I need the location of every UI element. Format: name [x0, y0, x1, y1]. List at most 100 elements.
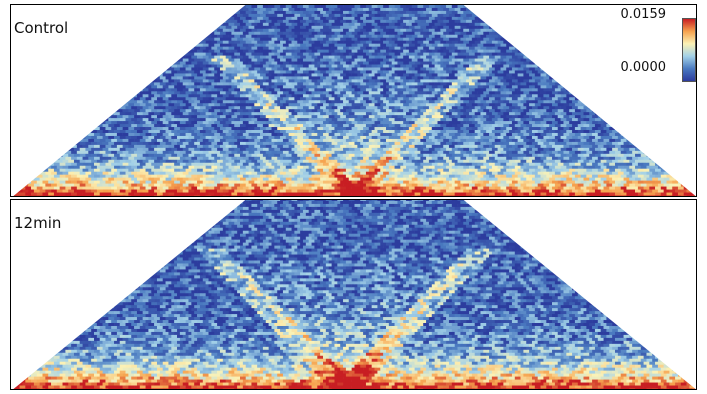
- heatmap-cell: [202, 43, 209, 47]
- heatmap-cell: [543, 195, 550, 196]
- heatmap-cell: [491, 75, 498, 80]
- heatmap-cell: [191, 108, 198, 113]
- heatmap-cell: [171, 141, 178, 145]
- heatmap-cell: [457, 129, 464, 133]
- heatmap-cell: [234, 75, 241, 80]
- heatmap-cell: [96, 153, 103, 157]
- heatmap-cell: [56, 159, 63, 163]
- heatmap-cell: [454, 192, 461, 196]
- heatmap-cell: [56, 171, 63, 175]
- heatmap-cell: [494, 126, 501, 130]
- heatmap-cell: [454, 150, 461, 154]
- heatmap-cell: [491, 52, 498, 56]
- heatmap-cell: [363, 156, 370, 160]
- heatmap-cell: [403, 61, 410, 65]
- heatmap-cell: [262, 135, 269, 139]
- heatmap-cell: [222, 171, 229, 175]
- heatmap-cell: [214, 37, 221, 41]
- heatmap-cell: [345, 67, 352, 71]
- heatmap-cell: [311, 96, 318, 101]
- heatmap-cell: [617, 135, 624, 139]
- heatmap-cell: [494, 174, 501, 178]
- heatmap-cell: [426, 90, 433, 95]
- heatmap-cell: [280, 99, 287, 104]
- heatmap-cell: [497, 75, 504, 80]
- heatmap-cell: [79, 171, 86, 175]
- heatmap-cell: [423, 165, 430, 169]
- heatmap-cell: [383, 117, 390, 122]
- heatmap-cell: [394, 52, 401, 56]
- heatmap-cell: [563, 162, 570, 166]
- heatmap-cell: [363, 192, 370, 196]
- heatmap-cell: [471, 72, 478, 77]
- heatmap-cell: [154, 153, 161, 157]
- heatmap-cell: [546, 150, 553, 154]
- heatmap-cell: [417, 105, 424, 110]
- heatmap-cell: [325, 147, 332, 151]
- heatmap-cell: [431, 61, 438, 65]
- heatmap-cell: [134, 126, 141, 130]
- heatmap-cell: [305, 90, 312, 95]
- heatmap-cell: [254, 156, 261, 160]
- heatmap-cell: [431, 168, 438, 172]
- heatmap-cell: [523, 61, 530, 65]
- heatmap-cell: [474, 141, 481, 145]
- heatmap-cell: [514, 183, 521, 187]
- heatmap-cell: [343, 111, 350, 116]
- heatmap-cell: [285, 189, 292, 193]
- heatmap-cell: [491, 69, 498, 74]
- heatmap-cell: [474, 147, 481, 151]
- heatmap-cell: [156, 102, 164, 107]
- heatmap-cell: [197, 43, 204, 47]
- heatmap-cell: [48, 192, 55, 196]
- heatmap-cell: [655, 168, 662, 172]
- heatmap-cell: [268, 93, 275, 98]
- heatmap-cell: [308, 153, 315, 157]
- heatmap-cell: [377, 111, 384, 116]
- heatmap-cell: [274, 117, 281, 122]
- heatmap-cell: [111, 174, 118, 178]
- heatmap-cell: [637, 174, 644, 178]
- heatmap-cell: [500, 55, 507, 59]
- heatmap-cell: [174, 102, 181, 107]
- heatmap-cell: [457, 189, 464, 193]
- heatmap-cell: [554, 123, 561, 128]
- heatmap-cell: [231, 180, 238, 184]
- heatmap-cell: [635, 183, 642, 187]
- heatmap-cell: [626, 186, 633, 190]
- heatmap-cell: [586, 138, 593, 142]
- heatmap-cell: [285, 129, 292, 133]
- heatmap-cell: [217, 64, 224, 68]
- heatmap-cell: [614, 168, 622, 172]
- heatmap-cell: [182, 75, 189, 80]
- heatmap-cell: [257, 40, 264, 44]
- heatmap-cell: [388, 46, 395, 50]
- heatmap-cell: [260, 43, 267, 47]
- heatmap-cell: [371, 159, 378, 163]
- heatmap-cell: [394, 153, 401, 157]
- heatmap-cell: [328, 55, 335, 59]
- heatmap-cell: [360, 93, 367, 98]
- heatmap-cell: [434, 159, 441, 163]
- heatmap-cell: [363, 43, 370, 47]
- heatmap-cell: [491, 171, 498, 175]
- heatmap-cell: [228, 99, 235, 104]
- heatmap-cell: [282, 180, 289, 184]
- heatmap-cell: [483, 55, 490, 59]
- heatmap-cell: [154, 177, 161, 181]
- heatmap-cell: [234, 177, 241, 181]
- heatmap-cell: [214, 132, 221, 136]
- heatmap-cell: [188, 93, 195, 98]
- heatmap-cell: [406, 177, 413, 181]
- heatmap-cell: [466, 150, 473, 154]
- heatmap-cell: [280, 40, 287, 44]
- heatmap-cell: [128, 156, 135, 160]
- heatmap-cell: [211, 105, 218, 110]
- heatmap-cell: [154, 165, 161, 169]
- heatmap-cell: [325, 52, 332, 56]
- heatmap-cell: [325, 129, 332, 133]
- heatmap-cell: [437, 120, 444, 125]
- heatmap-cell: [497, 165, 504, 169]
- heatmap-cell: [154, 129, 161, 133]
- heatmap-cell: [274, 105, 281, 110]
